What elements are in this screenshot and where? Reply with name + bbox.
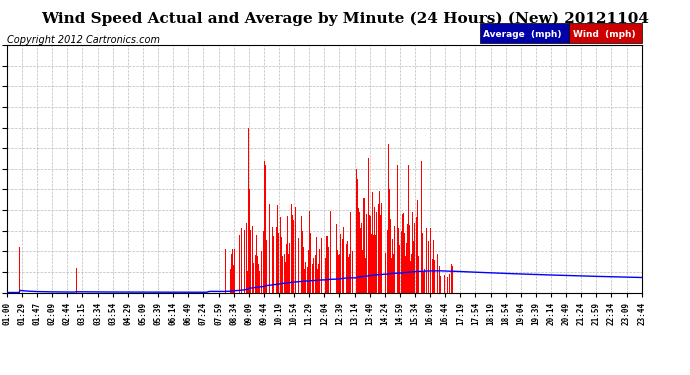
Text: Average  (mph): Average (mph) bbox=[483, 30, 562, 39]
Text: Copyright 2012 Cartronics.com: Copyright 2012 Cartronics.com bbox=[7, 35, 160, 45]
Text: Wind Speed Actual and Average by Minute (24 Hours) (New) 20121104: Wind Speed Actual and Average by Minute … bbox=[41, 11, 649, 26]
Text: Wind  (mph): Wind (mph) bbox=[573, 30, 635, 39]
